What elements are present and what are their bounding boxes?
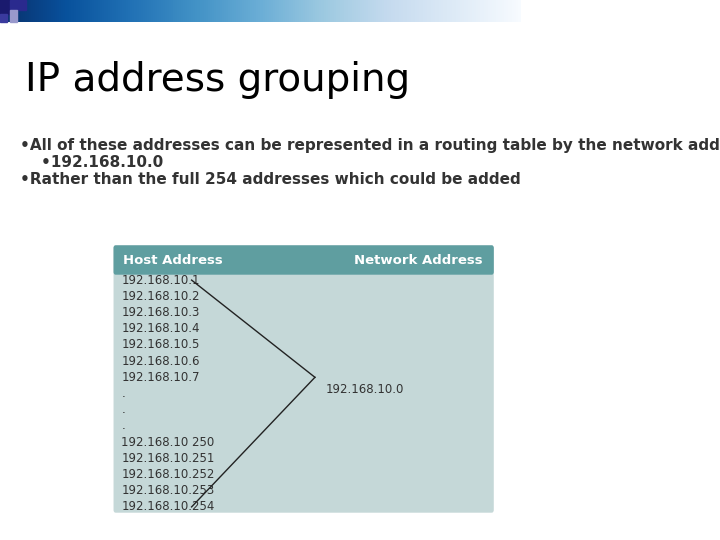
Text: 192.168.10.7: 192.168.10.7 [122, 371, 200, 384]
Text: 192.168.10.252: 192.168.10.252 [122, 468, 215, 481]
Text: .: . [122, 403, 125, 416]
Text: •192.168.10.0: •192.168.10.0 [20, 155, 163, 170]
Text: 192.168.10.0: 192.168.10.0 [325, 383, 404, 396]
Text: 192.168.10.6: 192.168.10.6 [122, 355, 200, 368]
Text: 192.168.10.3: 192.168.10.3 [122, 306, 200, 319]
Text: .: . [122, 420, 125, 433]
Text: 192.168.10 250: 192.168.10 250 [122, 436, 215, 449]
Text: Network Address: Network Address [354, 253, 483, 267]
FancyBboxPatch shape [114, 246, 493, 274]
Text: IP address grouping: IP address grouping [25, 61, 410, 99]
FancyBboxPatch shape [114, 246, 493, 512]
Text: 192.168.10.251: 192.168.10.251 [122, 452, 215, 465]
Text: 192.168.10.4: 192.168.10.4 [122, 322, 200, 335]
Text: •Rather than the full 254 addresses which could be added: •Rather than the full 254 addresses whic… [20, 172, 521, 187]
Text: 192.168.10.5: 192.168.10.5 [122, 339, 200, 352]
Text: 192.168.10.2: 192.168.10.2 [122, 290, 200, 303]
Bar [10, 0, 26, 10]
Text: .: . [122, 387, 125, 400]
Text: 192.168.10.253: 192.168.10.253 [122, 484, 215, 497]
Text: Host Address: Host Address [123, 253, 222, 267]
Text: 192.168.10.1: 192.168.10.1 [122, 274, 200, 287]
Text: •All of these addresses can be represented in a routing table by the network add: •All of these addresses can be represent… [20, 138, 720, 153]
Bar [10, 10, 17, 22]
Bar [0, 14, 7, 22]
Bar [0, 0, 10, 14]
Text: 192.168.10.254: 192.168.10.254 [122, 501, 215, 514]
